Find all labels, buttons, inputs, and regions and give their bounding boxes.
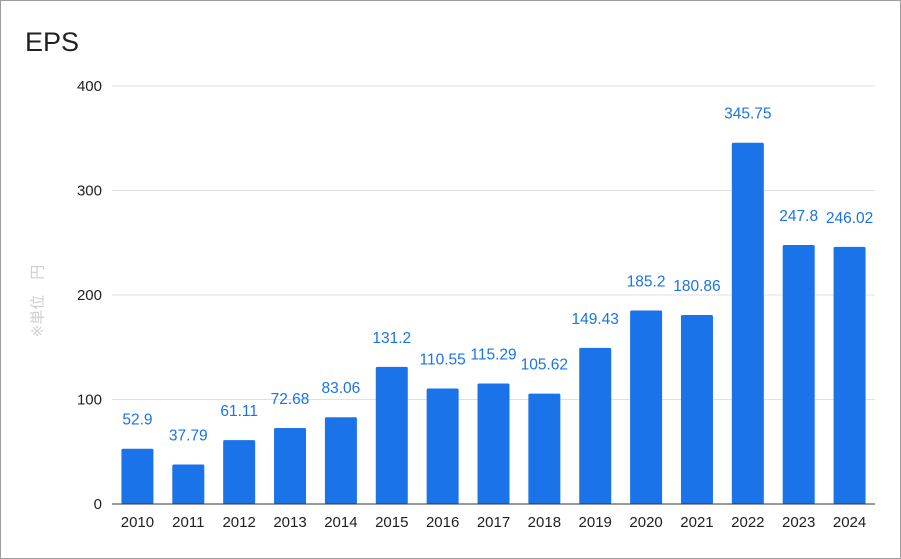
x-tick-label: 2013 [273,514,306,531]
y-tick-label: 400 [77,78,102,95]
bar [630,310,663,504]
data-label: 83.06 [322,380,361,397]
x-tick-label: 2010 [121,514,154,531]
x-tick-label: 2011 [172,514,204,531]
y-tick-label: 200 [77,287,102,304]
y-tick-label: 100 [77,392,102,409]
data-label: 115.29 [470,347,516,364]
bar [375,366,408,504]
bar [528,393,561,504]
x-tick-label: 2014 [324,514,357,531]
bar [274,428,307,504]
data-label: 149.43 [572,311,619,328]
y-tick-label: 0 [94,496,102,513]
data-label: 180.86 [673,278,720,295]
data-label: 345.75 [724,106,771,123]
data-label: 247.8 [779,208,818,225]
bar [782,245,815,504]
data-label: 37.79 [169,428,208,445]
bar [121,448,154,504]
bar [426,388,459,504]
x-tick-label: 2021 [680,514,713,531]
x-tick-label: 2023 [782,514,815,531]
bar [172,464,205,504]
data-label: 246.02 [826,210,873,227]
y-axis-ticks: 0 100 200 300 400 [77,78,102,513]
y-tick-label: 300 [77,183,102,200]
x-tick-label: 2015 [375,514,408,531]
chart-title: EPS [25,27,80,57]
x-tick-label: 2022 [731,514,764,531]
x-tick-label: 2016 [426,514,459,531]
bars [121,142,866,504]
bar [731,142,764,504]
x-axis-ticks: 2010 2011 2012 2013 2014 2015 2016 2017 2018 2019… [121,514,867,531]
x-tick-label: 2024 [833,514,866,531]
data-label: 105.62 [521,357,568,374]
bar [579,347,612,504]
bar [324,417,357,504]
data-label: 61.11 [220,403,258,420]
data-label: 52.9 [122,412,152,429]
bar [680,315,713,504]
bar [833,246,866,504]
data-label: 72.68 [271,391,310,408]
x-tick-label: 2020 [629,514,662,531]
x-tick-label: 2018 [528,514,561,531]
x-tick-label: 2019 [579,514,612,531]
data-label: 131.2 [372,330,411,347]
data-label: 110.55 [420,351,466,368]
bar [223,440,256,504]
data-label: 185.2 [627,273,666,290]
bar [477,383,510,504]
data-labels: 52.9 37.79 61.11 72.68 83.06 131.2 110.55 115.2… [122,106,873,445]
x-tick-label: 2012 [222,514,255,531]
x-tick-label: 2017 [477,514,510,531]
